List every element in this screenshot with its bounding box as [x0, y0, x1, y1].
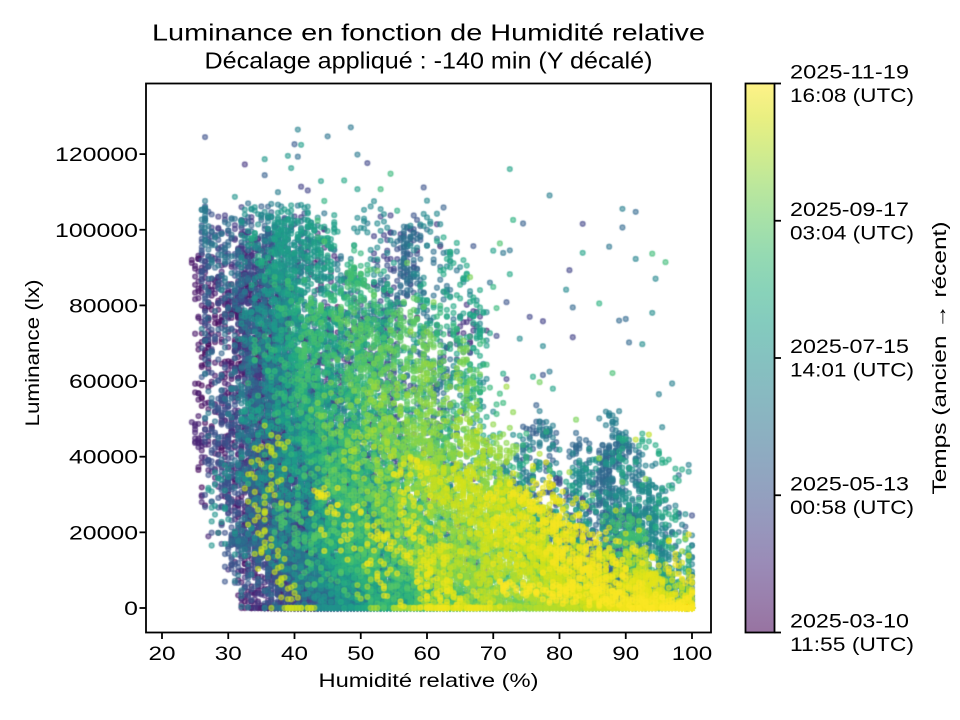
svg-text:Décalage appliqué : -140 min (: Décalage appliqué : -140 min (Y décalé): [205, 48, 653, 74]
svg-text:2025-09-17: 2025-09-17: [790, 199, 909, 221]
svg-text:2025-07-15: 2025-07-15: [790, 336, 909, 358]
svg-text:40: 40: [281, 643, 308, 665]
svg-text:00:58 (UTC): 00:58 (UTC): [790, 497, 914, 519]
svg-text:Temps (ancien → récent): Temps (ancien → récent): [929, 222, 951, 495]
svg-text:14:01 (UTC): 14:01 (UTC): [790, 360, 914, 382]
svg-text:11:55 (UTC): 11:55 (UTC): [790, 634, 914, 656]
svg-text:120000: 120000: [55, 144, 138, 166]
svg-text:2025-03-10: 2025-03-10: [790, 611, 909, 633]
svg-text:100: 100: [672, 643, 713, 665]
svg-text:20: 20: [149, 643, 176, 665]
svg-text:90: 90: [612, 643, 639, 665]
svg-text:80: 80: [546, 643, 573, 665]
svg-text:50: 50: [347, 643, 374, 665]
svg-text:Humidité relative (%): Humidité relative (%): [319, 670, 539, 692]
svg-text:60: 60: [414, 643, 441, 665]
svg-text:Luminance en fonction de Humid: Luminance en fonction de Humidité relati…: [152, 20, 705, 46]
svg-text:2025-05-13: 2025-05-13: [790, 473, 909, 495]
svg-text:60000: 60000: [69, 371, 138, 393]
svg-text:2025-11-19: 2025-11-19: [790, 62, 909, 84]
svg-text:40000: 40000: [69, 447, 138, 469]
svg-text:70: 70: [480, 643, 507, 665]
svg-text:100000: 100000: [55, 220, 138, 242]
svg-text:20000: 20000: [69, 522, 138, 544]
svg-text:Luminance (lx): Luminance (lx): [22, 280, 44, 427]
svg-text:0: 0: [124, 598, 138, 620]
svg-text:16:08 (UTC): 16:08 (UTC): [790, 85, 914, 107]
svg-text:80000: 80000: [69, 295, 138, 317]
svg-text:30: 30: [215, 643, 242, 665]
svg-text:03:04 (UTC): 03:04 (UTC): [790, 222, 914, 244]
